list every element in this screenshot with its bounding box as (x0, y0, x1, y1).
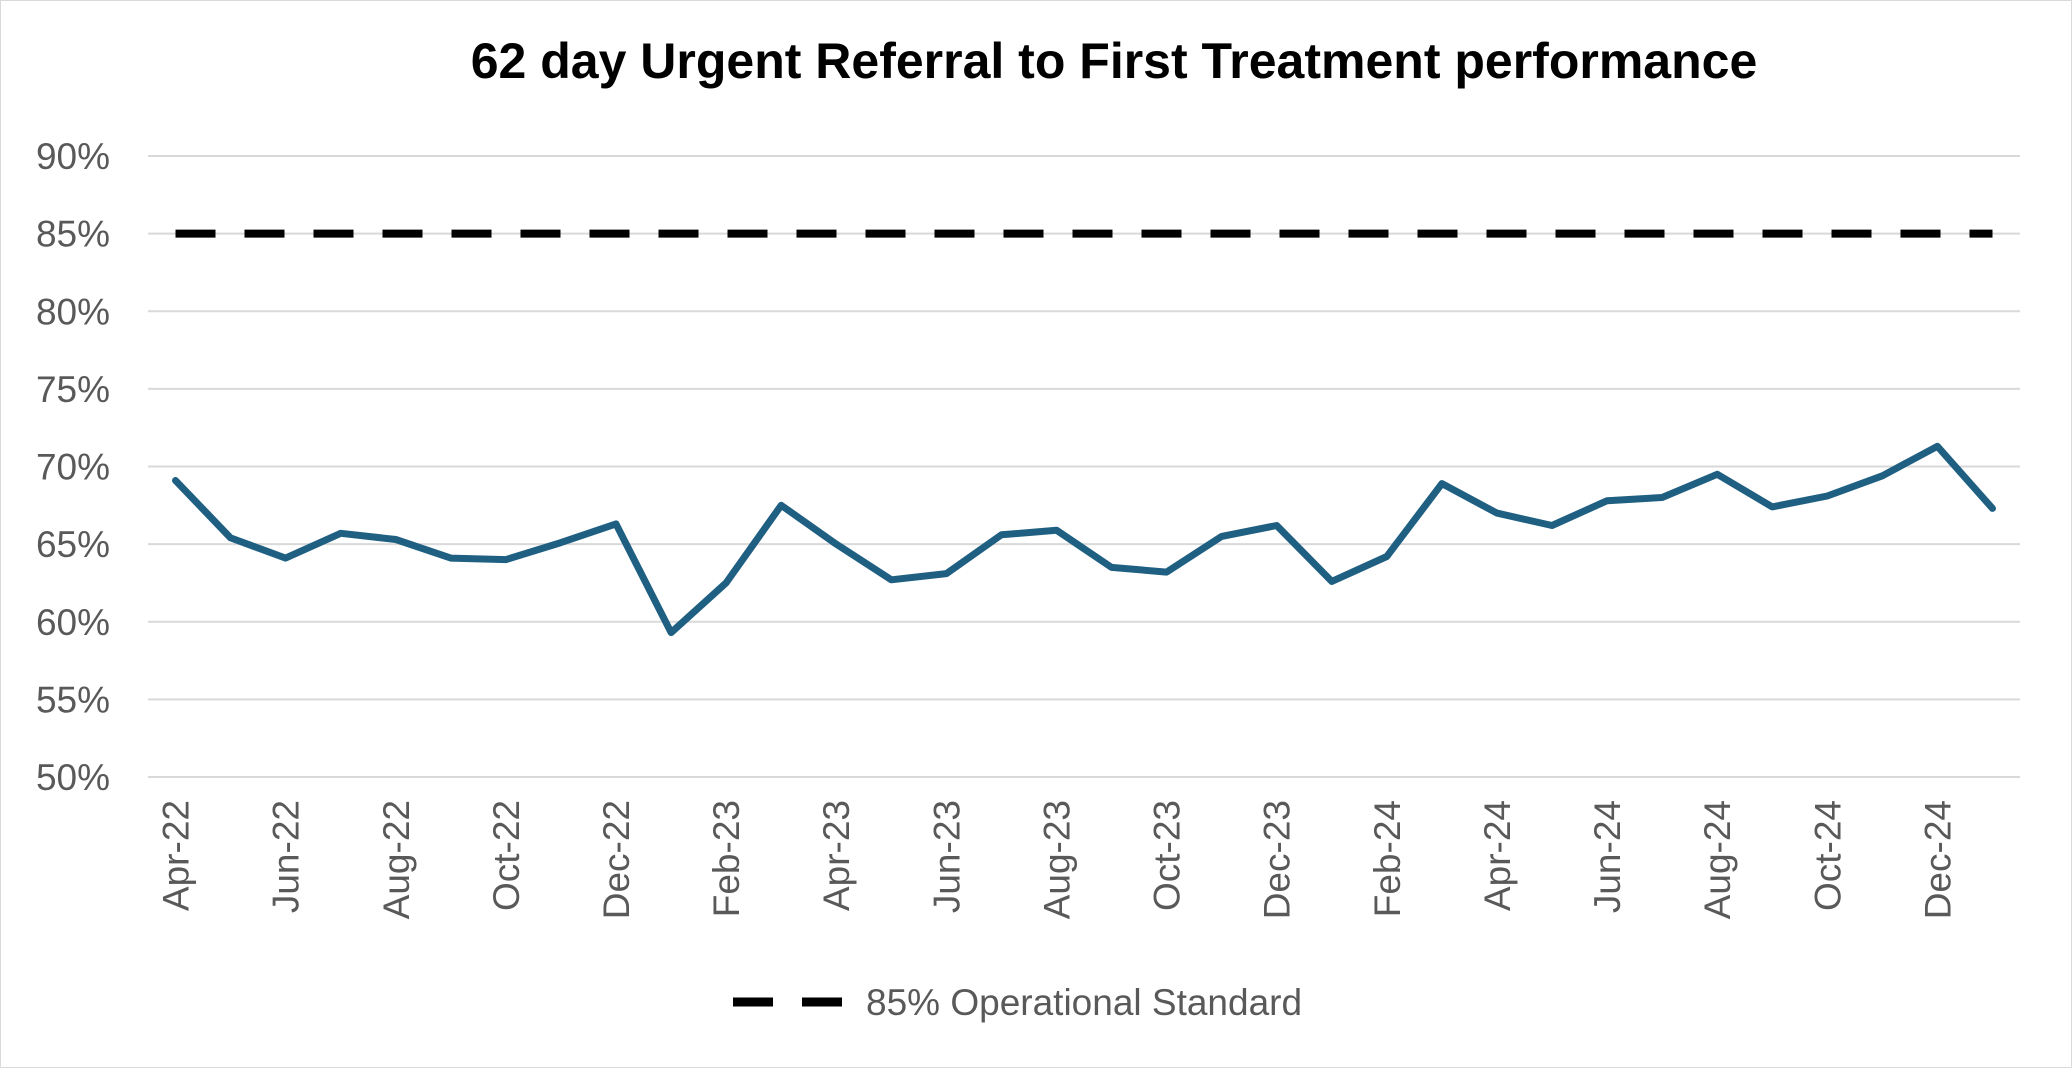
y-tick-label: 60% (36, 602, 110, 643)
y-axis: 50% 55% 60% 65% 70% 75% 80% 85% 90% (36, 136, 110, 798)
x-tick-label: Feb-23 (706, 800, 747, 917)
gridlines (148, 155, 2020, 778)
y-tick-label: 75% (36, 369, 110, 410)
y-tick-label: 70% (36, 447, 110, 488)
x-tick-label: Apr-23 (816, 800, 857, 911)
performance-line (172, 442, 1996, 637)
x-axis: Apr-22 Jun-22 Aug-22 Oct-22 Dec-22 Feb-23 Apr-… (156, 800, 1959, 919)
y-tick-label: 55% (36, 679, 110, 720)
legend-label: 85% Operational Standard (866, 982, 1302, 1023)
series-layer (172, 229, 1996, 637)
x-tick-label: Oct-24 (1807, 800, 1848, 911)
y-tick-label: 50% (36, 757, 110, 798)
y-tick-label: 90% (36, 136, 110, 177)
chart-title: 62 day Urgent Referral to First Treatmen… (471, 33, 1758, 89)
x-tick-label: Jun-24 (1587, 800, 1628, 913)
x-tick-label: Dec-24 (1917, 800, 1958, 919)
x-tick-label: Apr-24 (1477, 800, 1518, 911)
y-tick-label: 80% (36, 291, 110, 332)
x-tick-label: Dec-23 (1257, 800, 1298, 919)
x-tick-label: Aug-24 (1697, 800, 1738, 919)
x-tick-label: Aug-23 (1036, 800, 1077, 919)
x-tick-label: Feb-24 (1367, 800, 1408, 917)
y-tick-label: 65% (36, 524, 110, 565)
x-tick-label: Oct-22 (486, 800, 527, 911)
x-tick-label: Dec-22 (596, 800, 637, 919)
x-tick-label: Jun-22 (266, 800, 307, 913)
x-tick-label: Jun-23 (926, 800, 967, 913)
x-tick-label: Aug-22 (376, 800, 417, 919)
y-tick-label: 85% (36, 214, 110, 255)
x-tick-label: Oct-23 (1147, 800, 1188, 911)
x-tick-label: Apr-22 (156, 800, 197, 911)
legend: 85% Operational Standard (733, 982, 1302, 1023)
